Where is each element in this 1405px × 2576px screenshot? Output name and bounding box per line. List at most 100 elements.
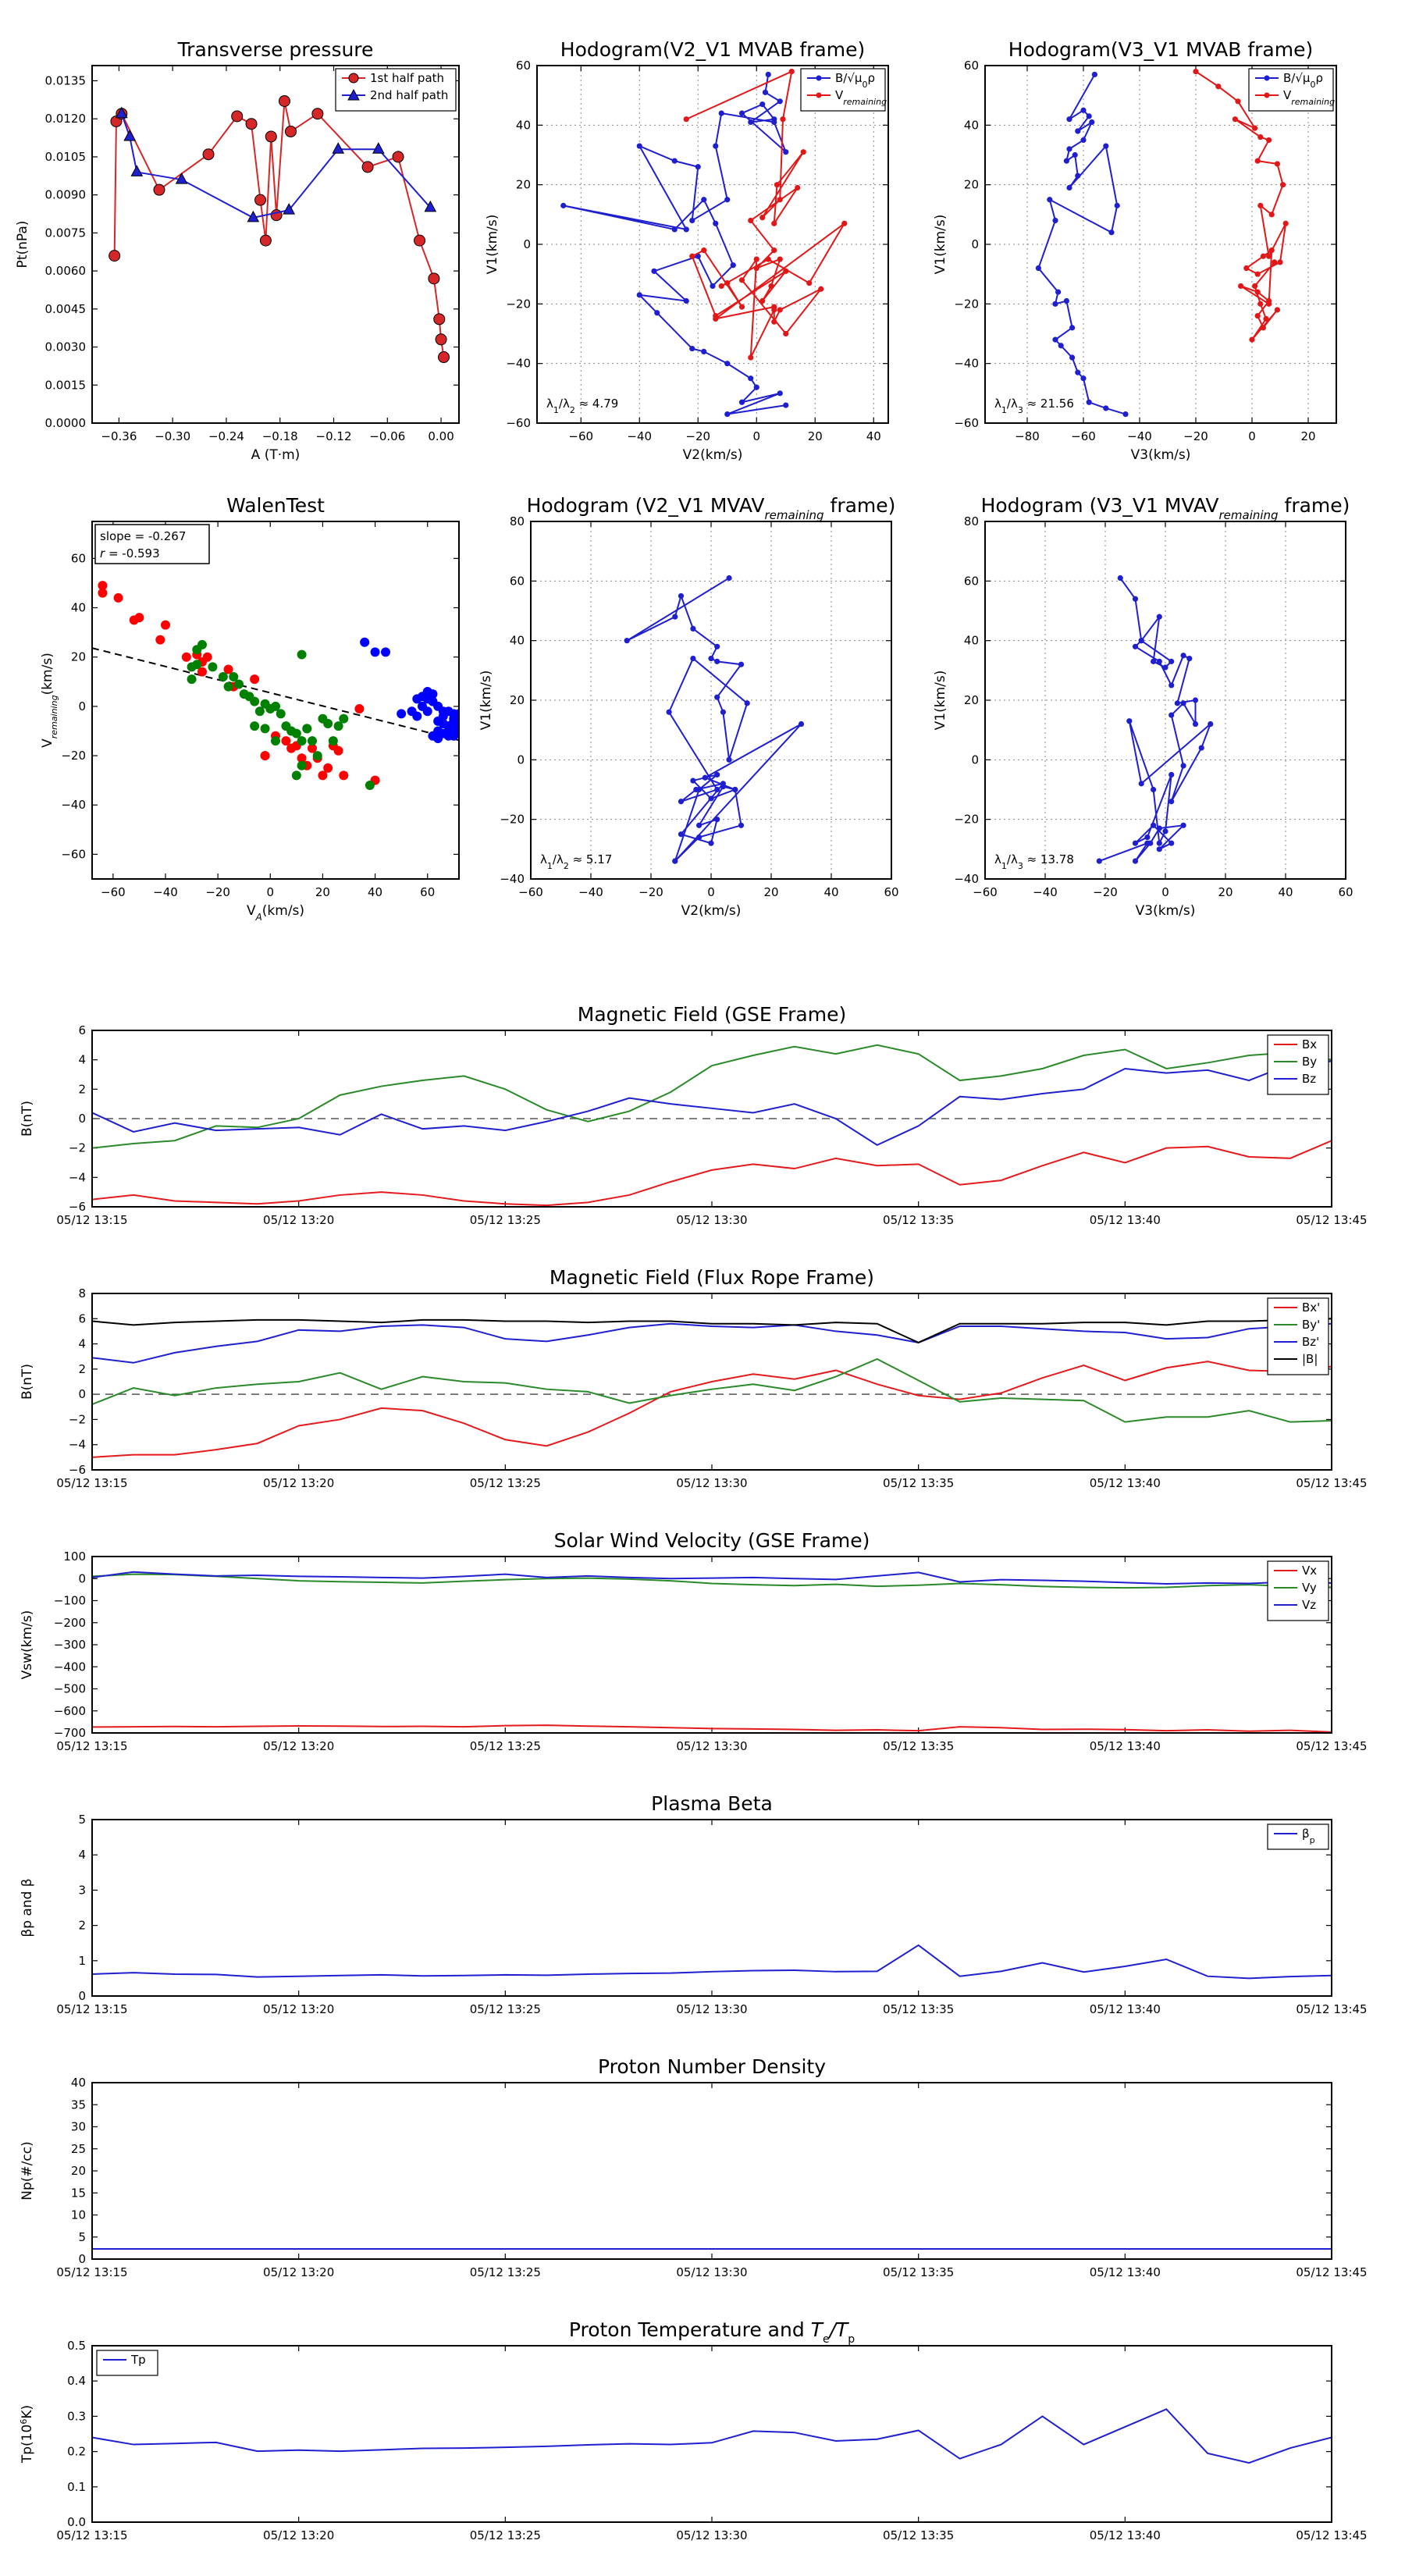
- series-line-B: [92, 1318, 1332, 1344]
- data-point: [753, 256, 759, 262]
- chart-beta: Plasma Beta 05/12 13:15 05/12 13:20 05/12 1…: [20, 1792, 1368, 2016]
- chart-title: Transverse pressure: [177, 38, 374, 61]
- data-point: [762, 89, 769, 95]
- data-point: [777, 98, 783, 105]
- y-tick-label: 0.0030: [45, 340, 87, 354]
- data-point-green: [297, 760, 307, 770]
- data-point: [795, 184, 801, 191]
- x-tick-label: 20: [808, 429, 823, 443]
- data-point: [1144, 834, 1151, 841]
- data-point: [1063, 297, 1069, 304]
- data-point: [738, 661, 745, 667]
- legend-label: 1st half path: [370, 71, 444, 85]
- x-tick-label: 05/12 13:20: [263, 2265, 334, 2279]
- data-point: [1282, 220, 1289, 226]
- data-point: [1260, 253, 1266, 259]
- data-point-blue: [418, 701, 427, 711]
- series-line-Bx: [92, 1140, 1332, 1207]
- data-point: [1055, 289, 1062, 295]
- y-tick-label: 0.0120: [45, 112, 87, 126]
- data-point: [392, 151, 404, 163]
- chart-title: Hodogram (V2_V1 MVAVremaining frame): [527, 494, 896, 522]
- y-tick-label: 0.1: [67, 2480, 86, 2494]
- x-tick-label: 05/12 13:35: [883, 1213, 954, 1227]
- data-point: [1252, 283, 1258, 290]
- data-point-red: [260, 751, 270, 761]
- data-point: [1243, 265, 1250, 272]
- y-tick-label: −4: [69, 1438, 86, 1452]
- y-tick-label: 60: [964, 574, 979, 588]
- chart-mag_fr: Magnetic Field (Flux Rope Frame) 05/12 13…: [20, 1266, 1368, 1490]
- series-line-Tp: [92, 2408, 1332, 2464]
- y-tick-label: −60: [506, 416, 531, 430]
- data-point: [1063, 158, 1069, 164]
- legend-marker: [816, 75, 822, 81]
- data-point: [1254, 158, 1261, 164]
- y-tick-label: −200: [54, 1616, 86, 1630]
- data-point-red: [134, 613, 144, 623]
- data-point-red: [318, 770, 328, 781]
- data-point: [683, 116, 689, 123]
- data-point-green: [218, 671, 228, 681]
- chart-h2: Hodogram(V3_V1 MVAB frame) −80 −60 −40 −20 0 2…: [933, 38, 1337, 463]
- y-tick-label: −40: [500, 872, 525, 886]
- data-point: [708, 655, 714, 662]
- data-point: [1215, 84, 1222, 90]
- data-point: [283, 203, 296, 215]
- x-tick-label: 20: [315, 885, 330, 899]
- data-point: [1260, 325, 1266, 331]
- data-point-green: [250, 696, 260, 706]
- series-line-By: [92, 1044, 1332, 1149]
- x-tick-label: 05/12 13:40: [1090, 2528, 1161, 2542]
- chart-title: Hodogram(V2_V1 MVAB frame): [560, 38, 865, 61]
- data-point: [738, 277, 745, 283]
- x-tick-label: 05/12 13:15: [56, 1739, 127, 1753]
- data-point-green: [223, 681, 233, 692]
- data-point: [774, 182, 781, 188]
- data-point: [1180, 653, 1186, 659]
- x-tick-label: 0: [1161, 885, 1169, 899]
- y-tick-label: 0.3: [67, 2409, 86, 2423]
- data-point-red: [161, 620, 170, 630]
- x-tick-label: 05/12 13:40: [1090, 2002, 1161, 2016]
- data-point: [361, 161, 374, 173]
- x-tick-label: 05/12 13:45: [1296, 1739, 1367, 1753]
- y-tick-label: 4: [78, 1337, 86, 1351]
- r-annotation: r = -0.593: [100, 546, 160, 560]
- y-tick-label: 2: [78, 1362, 86, 1376]
- data-point: [738, 399, 745, 405]
- data-point: [1254, 313, 1261, 319]
- data-point-green: [312, 751, 322, 761]
- y-tick-label: 0.0075: [45, 226, 87, 240]
- data-point: [1257, 134, 1264, 141]
- plot-frame: [91, 1556, 1332, 1734]
- data-point: [1069, 354, 1076, 361]
- y-tick-label: 20: [964, 178, 979, 192]
- y-tick-label: −400: [54, 1660, 86, 1674]
- data-point: [765, 71, 771, 78]
- x-tick-label: 05/12 13:45: [1296, 2528, 1367, 2542]
- chart-vsw: Solar Wind Velocity (GSE Frame) 05/12 13:…: [20, 1529, 1368, 1753]
- data-point: [1089, 119, 1095, 126]
- x-tick-label: 0: [752, 429, 760, 443]
- data-point: [783, 402, 789, 408]
- data-point: [1193, 69, 1199, 75]
- data-point: [720, 709, 727, 715]
- legend-marker: [348, 73, 359, 84]
- data-point: [771, 318, 777, 325]
- x-tick-label: 05/12 13:30: [676, 1213, 747, 1227]
- x-tick-label: 40: [866, 429, 881, 443]
- x-tick-label: 05/12 13:15: [56, 1213, 127, 1227]
- x-tick-label: −60: [568, 429, 593, 443]
- plot-area: [1096, 575, 1214, 864]
- data-point: [1263, 315, 1269, 322]
- data-point: [123, 129, 136, 141]
- data-point: [666, 709, 672, 715]
- chart-title: Magnetic Field (GSE Frame): [578, 1003, 846, 1026]
- y-tick-label: 100: [63, 1550, 86, 1564]
- data-point: [1075, 128, 1081, 134]
- x-tick-label: 05/12 13:30: [676, 2528, 747, 2542]
- data-point: [254, 194, 267, 206]
- data-point: [748, 217, 754, 224]
